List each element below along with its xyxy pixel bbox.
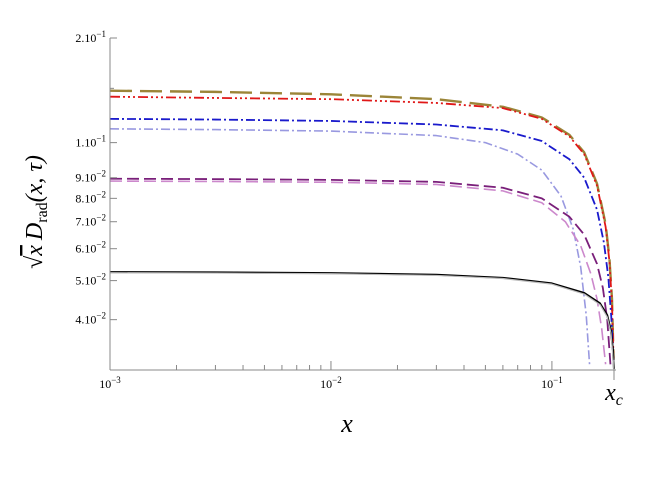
- y-axis-label-d: D: [22, 223, 48, 241]
- y-tick-label-3: 8.10−2: [75, 189, 106, 205]
- series-line-2: [109, 117, 615, 365]
- series-line-6: [109, 271, 616, 369]
- y-tick-label-6: 5.10−2: [75, 272, 106, 288]
- xc-special-tick: xc: [604, 360, 623, 409]
- xc-label-sub: c: [616, 392, 623, 409]
- x-tick-label-2: 10−1: [541, 375, 563, 391]
- x-tick-label-1: 10−2: [320, 375, 342, 391]
- y-axis-label: √xDrad(x, τ): [22, 155, 51, 269]
- series-line-5: [109, 180, 607, 365]
- series-line-7: [109, 272, 615, 369]
- y-tick-label-5: 6.10−2: [75, 240, 106, 256]
- series-line-3: [109, 128, 591, 365]
- y-tick-label-1: 1.10−1: [75, 134, 106, 150]
- y-axis-label-root: √: [22, 255, 48, 269]
- y-tick-label-0: 2.10−1: [75, 29, 106, 45]
- x-tick-label-0: 10−3: [99, 375, 121, 391]
- y-ticks: 2.10−1 1.10−1 9.10−2 8.10−2 7.10−2 6.10−2 5.10…: [75, 29, 117, 371]
- y-axis-label-sub: rad: [34, 202, 51, 222]
- y-axis-label-x: x: [22, 245, 48, 257]
- y-tick-label-2: 9.10−2: [75, 169, 106, 185]
- series-line-1: [109, 95, 615, 359]
- xc-label-main: x: [604, 380, 616, 406]
- series-line-4: [109, 177, 612, 365]
- y-tick-label-7: 4.10−2: [75, 311, 106, 327]
- x-ticks: 10−3 10−2 10−1: [99, 361, 563, 391]
- plot-area: [109, 89, 616, 369]
- x-axis-label: x: [340, 409, 353, 438]
- series-line-0: [109, 89, 615, 359]
- y-tick-label-4: 7.10−2: [75, 213, 106, 229]
- xc-tick-label: xc: [604, 380, 623, 409]
- y-axis-label-args: (x, τ): [22, 155, 48, 202]
- axes: [109, 38, 616, 371]
